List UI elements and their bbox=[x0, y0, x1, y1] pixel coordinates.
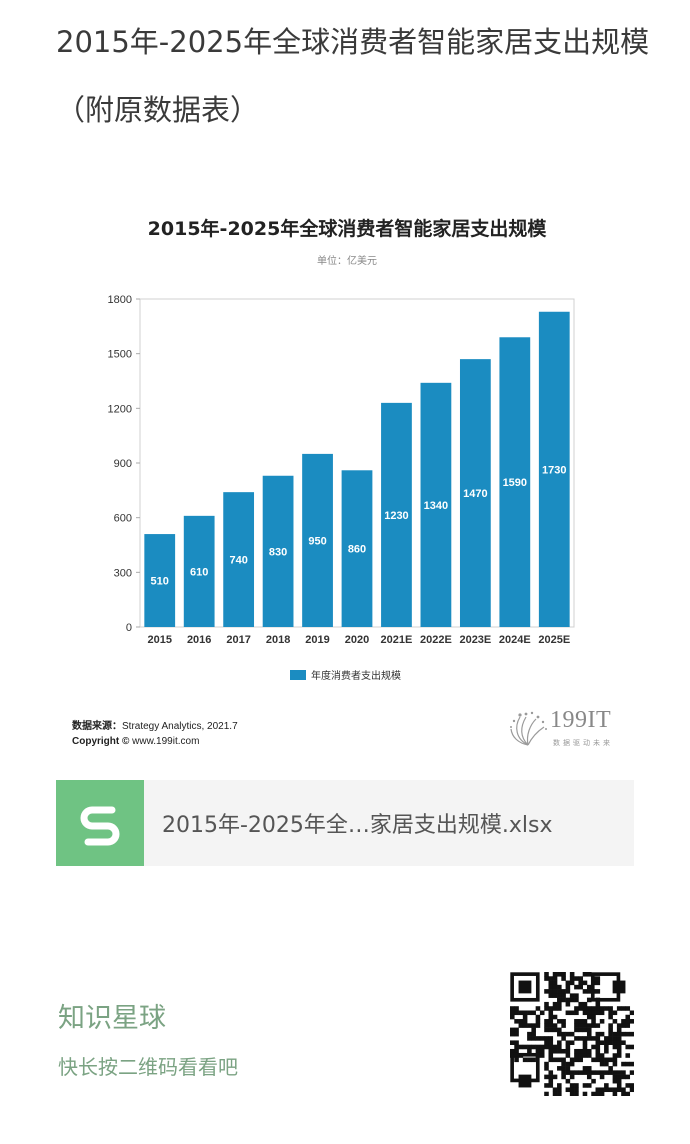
data-label-2018: 830 bbox=[269, 546, 287, 558]
bar-2022E bbox=[420, 382, 452, 627]
brand-mark-icon bbox=[510, 711, 547, 746]
spreadsheet-s-icon bbox=[56, 780, 144, 866]
bar-2019 bbox=[302, 453, 333, 627]
data-label-2015: 510 bbox=[151, 576, 169, 588]
y-tick-label: 0 bbox=[126, 622, 132, 634]
bar-2018 bbox=[262, 475, 294, 627]
bar-2017 bbox=[223, 492, 255, 627]
y-tick-label: 1800 bbox=[108, 294, 132, 306]
y-tick-label: 1500 bbox=[108, 349, 132, 361]
brand-name: 199IT bbox=[550, 707, 612, 733]
attachment-file-name: 2015年-2025年全…家居支出规模.xlsx bbox=[162, 813, 553, 838]
y-tick-label: 900 bbox=[114, 458, 132, 470]
x-tick-label: 2025E bbox=[538, 634, 570, 646]
legend-swatch bbox=[290, 670, 306, 680]
data-source-label: 数据来源： bbox=[72, 721, 122, 732]
data-label-2022E: 1340 bbox=[424, 500, 448, 512]
bar-2023E bbox=[459, 359, 491, 627]
bar-2020 bbox=[341, 470, 373, 627]
qr-code-icon[interactable] bbox=[510, 972, 634, 1096]
y-tick-label: 300 bbox=[114, 567, 132, 579]
bar-2024E bbox=[499, 337, 531, 627]
y-tick-label: 1200 bbox=[108, 403, 132, 415]
chart-title: 2015年-2025年全球消费者智能家居支出规模 bbox=[148, 217, 548, 240]
brand-tagline: 数据驱动未来 bbox=[553, 739, 613, 747]
x-tick-label: 2017 bbox=[226, 634, 250, 646]
data-label-2024E: 1590 bbox=[503, 477, 527, 489]
data-label-2016: 610 bbox=[190, 566, 208, 578]
data-label-2025E: 1730 bbox=[542, 464, 566, 476]
bar-2021E bbox=[381, 402, 412, 627]
data-label-2023E: 1470 bbox=[463, 488, 487, 500]
data-source-value: Strategy Analytics, 2021.7 bbox=[122, 721, 238, 732]
x-tick-label: 2015 bbox=[147, 634, 171, 646]
data-source: 数据来源：Strategy Analytics, 2021.7 bbox=[72, 717, 238, 732]
chart-figure: 2015年-2025年全球消费者智能家居支出规模单位：亿美元 0 300 600 900… bbox=[58, 195, 638, 770]
y-tick-label: 600 bbox=[114, 513, 132, 525]
data-label-2019: 950 bbox=[308, 535, 326, 547]
attachment-card[interactable]: 2015年-2025年全…家居支出规模.xlsx bbox=[56, 780, 634, 866]
x-tick-label: 2022E bbox=[420, 634, 452, 646]
x-tick-label: 2020 bbox=[345, 634, 369, 646]
copyright-site: www.199it.com bbox=[132, 736, 200, 747]
post-title: 2015年-2025年全球消费者智能家居支出规模（附原数据表） bbox=[56, 25, 650, 127]
legend-label: 年度消费者支出规模 bbox=[311, 669, 401, 682]
chart-subtitle: 单位：亿美元 bbox=[317, 254, 377, 267]
bar-2016 bbox=[183, 515, 215, 627]
scan-tip: 快长按二维码看看吧 bbox=[58, 1055, 238, 1079]
data-label-2020: 860 bbox=[348, 544, 366, 556]
x-tick-label: 2018 bbox=[266, 634, 290, 646]
bar-2015 bbox=[144, 534, 176, 627]
x-tick-label: 2021E bbox=[381, 634, 413, 646]
data-label-2017: 740 bbox=[229, 555, 247, 567]
brand-logo: 199IT 数据驱动未来 bbox=[508, 707, 638, 751]
x-tick-label: 2023E bbox=[459, 634, 491, 646]
x-tick-label: 2019 bbox=[305, 634, 329, 646]
copyright: Copyright © www.199it.com bbox=[72, 736, 199, 747]
copyright-label: Copyright © bbox=[72, 736, 130, 747]
x-tick-label: 2016 bbox=[187, 634, 211, 646]
planet-name: 知识星球 bbox=[58, 1003, 166, 1034]
bar-2025E bbox=[538, 311, 570, 627]
data-label-2021E: 1230 bbox=[384, 510, 408, 522]
x-tick-label: 2024E bbox=[499, 634, 531, 646]
